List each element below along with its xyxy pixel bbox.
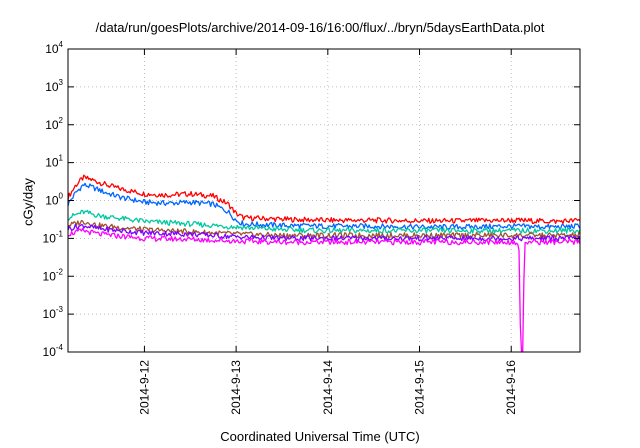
y-tick-label: 10-2 [43, 267, 64, 283]
grid [68, 49, 580, 352]
axis-ticks: 10-4 10-3 10-2 10-1 100 101 102 103 104 2014-9-12… [43, 40, 580, 415]
y-tick-label: 10-4 [43, 343, 64, 359]
series-layer [67, 174, 581, 353]
chart-title: /data/run/goesPlots/archive/2014-09-16/1… [95, 20, 545, 35]
x-tick-label: 2014-9-15 [413, 360, 427, 415]
series-line [67, 174, 581, 225]
series-line [67, 209, 581, 234]
y-tick-label: 10-1 [43, 229, 64, 245]
y-tick-label: 102 [45, 116, 63, 132]
y-tick-label: 104 [45, 40, 63, 56]
x-tick-label: 2014-9-14 [321, 360, 335, 415]
y-tick-label: 103 [45, 78, 63, 94]
x-tick-label: 2014-9-16 [504, 360, 518, 415]
y-tick-label: 10-3 [43, 305, 64, 321]
series-line [67, 227, 581, 353]
x-tick-label: 2014-9-13 [229, 360, 243, 415]
y-tick-label: 101 [45, 154, 63, 170]
series-line [67, 182, 581, 230]
x-axis-label: Coordinated Universal Time (UTC) [220, 429, 420, 444]
x-tick-label: 2014-9-12 [137, 360, 151, 415]
y-tick-label: 100 [45, 192, 63, 208]
